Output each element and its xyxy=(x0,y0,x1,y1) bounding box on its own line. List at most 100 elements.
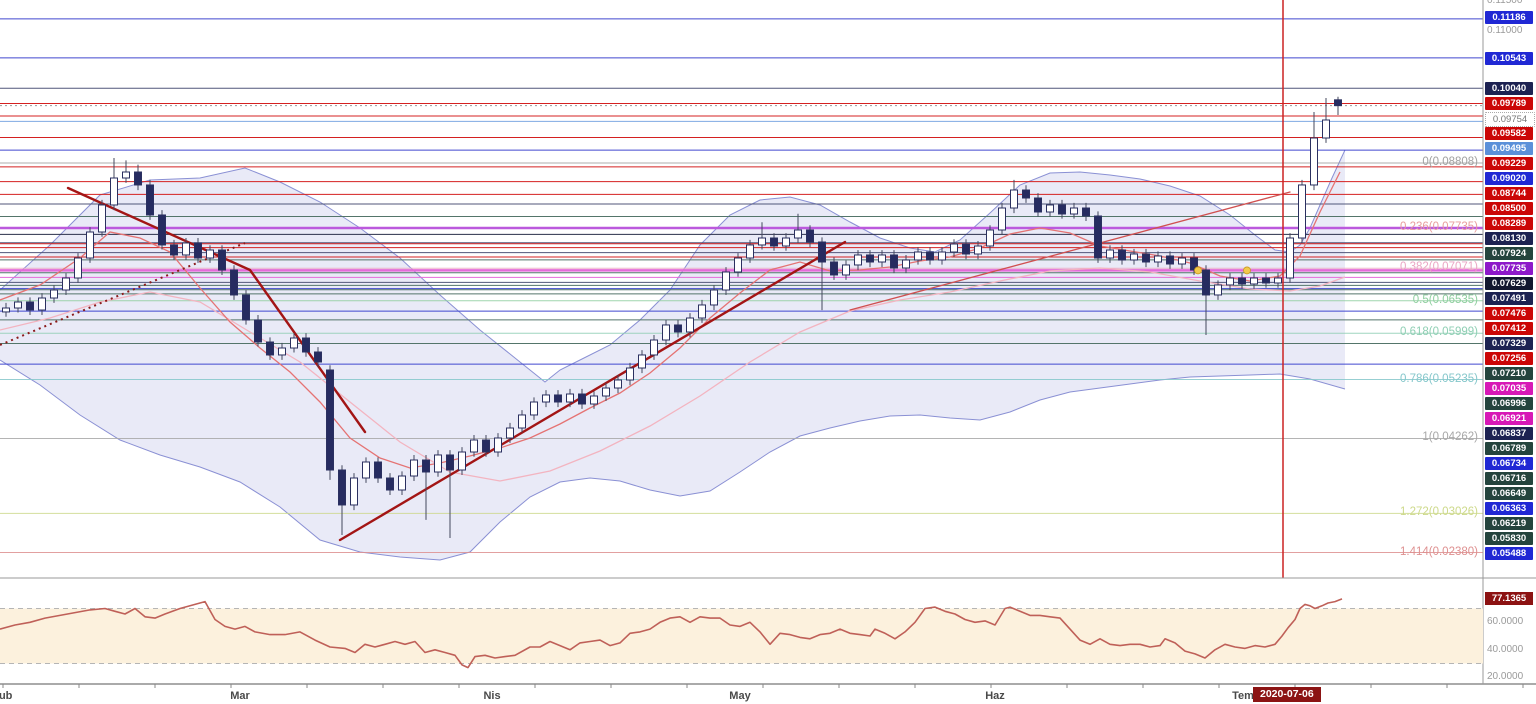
candle-body xyxy=(350,477,358,506)
candle-body xyxy=(1106,249,1114,259)
candle-body xyxy=(254,319,262,343)
candle-body xyxy=(590,395,598,405)
candle-body xyxy=(614,379,622,389)
candle-body xyxy=(1238,277,1246,285)
candle-body xyxy=(866,254,874,263)
bollinger-lower-line xyxy=(0,359,1346,561)
candle-body xyxy=(1250,277,1258,285)
rsi-line xyxy=(0,598,1343,669)
candle-body xyxy=(1178,257,1186,265)
candle-body xyxy=(710,289,718,306)
candle-body xyxy=(2,307,10,313)
candle-body xyxy=(1334,99,1342,107)
annotation-marker xyxy=(1194,266,1202,275)
candle-body xyxy=(74,257,82,279)
candle-body xyxy=(1010,189,1018,209)
candle-body xyxy=(14,301,22,309)
candle-body xyxy=(62,277,70,291)
candle-body xyxy=(1046,204,1054,213)
date-marker-badge: 2020-07-06 xyxy=(1253,687,1321,702)
candle-body xyxy=(110,177,118,206)
candle-body xyxy=(266,341,274,356)
trendline xyxy=(849,191,1291,311)
candle-body xyxy=(98,204,106,233)
candle-body xyxy=(794,229,802,239)
candle-body xyxy=(482,439,490,453)
candle-body xyxy=(542,394,550,403)
candle-body xyxy=(722,271,730,291)
candle-body xyxy=(1094,215,1102,259)
candle-body xyxy=(650,339,658,356)
rsi-zone-fill xyxy=(0,608,1483,664)
candle-body xyxy=(122,171,130,179)
candle-body xyxy=(830,261,838,276)
candle-body xyxy=(38,297,46,311)
trendline xyxy=(338,240,847,542)
dotted-trendline xyxy=(0,242,246,346)
candle-body xyxy=(338,469,346,506)
candle-body xyxy=(782,237,790,247)
candle-body xyxy=(602,387,610,397)
candle-body xyxy=(374,461,382,479)
annotation-marker xyxy=(1243,266,1251,275)
candle-body xyxy=(1202,269,1210,296)
candle-body xyxy=(914,251,922,261)
candle-body xyxy=(446,454,454,471)
candle-body xyxy=(1322,119,1330,139)
candle-body xyxy=(170,244,178,256)
ma-slow-line xyxy=(0,267,1346,482)
candle-body xyxy=(422,459,430,473)
candle-body xyxy=(530,401,538,416)
candle-body xyxy=(1298,184,1306,239)
candle-body xyxy=(242,294,250,321)
candle-body xyxy=(362,461,370,479)
candle-body xyxy=(938,251,946,261)
candle-body xyxy=(566,393,574,403)
candle-body xyxy=(818,241,826,263)
candle-body xyxy=(314,351,322,363)
candle-body xyxy=(698,304,706,319)
candle-body xyxy=(194,242,202,259)
candle-body xyxy=(158,214,166,246)
candle-body xyxy=(470,439,478,453)
candle-body xyxy=(1154,255,1162,263)
candle-body xyxy=(1286,237,1294,279)
candle-body xyxy=(326,369,334,471)
candle-body xyxy=(230,269,238,296)
candle-body xyxy=(842,264,850,276)
candle-body xyxy=(974,245,982,255)
candle-body xyxy=(926,251,934,261)
candle-body xyxy=(302,337,310,353)
candle-body xyxy=(278,347,286,356)
candle-body xyxy=(854,254,862,266)
candle-body xyxy=(770,237,778,247)
candle-body xyxy=(878,254,886,263)
candle-body xyxy=(1226,277,1234,286)
candle-body xyxy=(26,301,34,311)
candle-body xyxy=(578,393,586,405)
candle-body xyxy=(758,237,766,246)
candle-body xyxy=(686,317,694,333)
candle-body xyxy=(950,243,958,253)
candle-body xyxy=(986,229,994,247)
price-axis[interactable] xyxy=(1483,0,1536,684)
candle-body xyxy=(458,451,466,471)
candle-body xyxy=(1130,253,1138,261)
candle-body xyxy=(806,229,814,243)
candle-body xyxy=(1082,207,1090,217)
candle-body xyxy=(662,324,670,341)
candle-body xyxy=(1034,197,1042,213)
candle-body xyxy=(1058,204,1066,215)
candle-body xyxy=(494,437,502,453)
candle-body xyxy=(1022,189,1030,199)
candle-body xyxy=(1310,137,1318,186)
candle-body xyxy=(398,475,406,491)
candle-body xyxy=(518,414,526,429)
candle-body xyxy=(218,249,226,271)
candle-body xyxy=(1262,277,1270,284)
candle-body xyxy=(410,459,418,477)
candle-body xyxy=(962,243,970,255)
candle-body xyxy=(386,477,394,491)
